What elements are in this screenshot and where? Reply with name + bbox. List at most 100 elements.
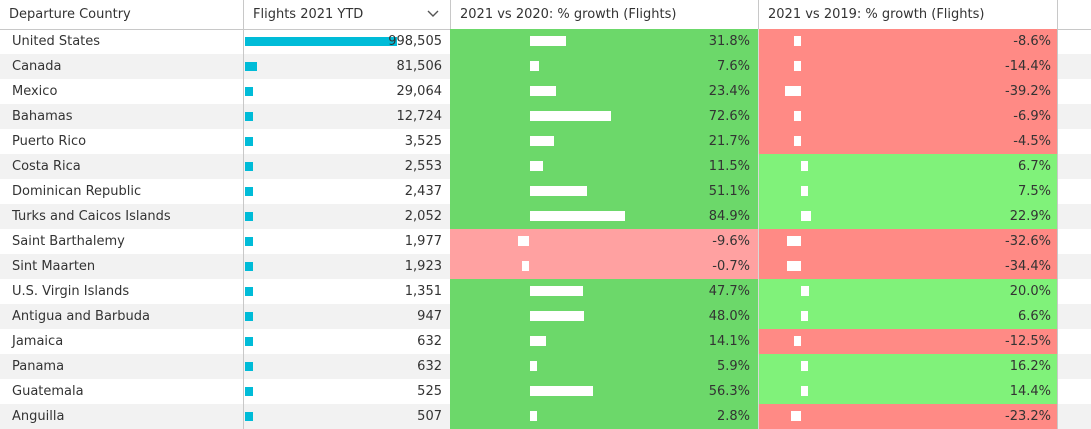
flights-cell: 632	[243, 354, 450, 379]
flights-bar	[245, 162, 253, 171]
growth-2020-value: 23.4%	[708, 84, 750, 99]
growth-2020-value: 7.6%	[716, 59, 750, 74]
growth-2020-value: 11.5%	[708, 159, 750, 174]
growth-2019-value: 20.0%	[1009, 284, 1051, 299]
growth-2019-cell: 14.4%	[758, 379, 1058, 404]
country-cell: Panama	[12, 359, 65, 374]
table-row[interactable]: Canada 81,506 7.6% -14.4%	[0, 54, 1091, 79]
growth-2019-cell: 16.2%	[758, 354, 1058, 379]
growth-2020-bar	[530, 386, 594, 396]
growth-2020-value: 21.7%	[708, 134, 750, 149]
table-row[interactable]: Sint Maarten 1,923 -0.7% -34.4%	[0, 254, 1091, 279]
growth-2020-bar	[522, 261, 529, 271]
growth-2019-cell: 7.5%	[758, 179, 1058, 204]
flights-bar	[245, 387, 253, 396]
country-cell: Bahamas	[12, 109, 73, 124]
growth-2019-bar	[801, 186, 808, 196]
growth-2019-cell: -34.4%	[758, 254, 1058, 279]
growth-2019-cell: 20.0%	[758, 279, 1058, 304]
column-header-growth-2019[interactable]: 2021 vs 2019: % growth (Flights)	[758, 0, 1058, 29]
growth-2019-cell: -23.2%	[758, 404, 1058, 429]
table-row[interactable]: Antigua and Barbuda 947 48.0% 6.6%	[0, 304, 1091, 329]
growth-2019-bar	[801, 161, 808, 171]
flights-value: 998,505	[388, 34, 442, 49]
flights-value: 1,977	[404, 234, 442, 249]
growth-2019-value: -14.4%	[1005, 59, 1051, 74]
growth-2020-cell: 23.4%	[450, 79, 758, 104]
growth-2020-value: 5.9%	[716, 359, 750, 374]
flights-value: 2,553	[404, 159, 442, 174]
flights-bar	[245, 112, 253, 121]
flights-bar	[245, 262, 253, 271]
column-header-country[interactable]: Departure Country	[9, 7, 131, 22]
table-row[interactable]: Bahamas 12,724 72.6% -6.9%	[0, 104, 1091, 129]
growth-2019-cell: -39.2%	[758, 79, 1058, 104]
flights-value: 12,724	[396, 109, 443, 124]
growth-2019-bar	[794, 336, 801, 346]
growth-2020-bar	[530, 161, 543, 171]
flights-cell: 12,724	[243, 104, 450, 129]
growth-2019-cell: 6.7%	[758, 154, 1058, 179]
flights-bar	[245, 187, 253, 196]
growth-2019-value: 22.9%	[1009, 209, 1051, 224]
country-cell: Anguilla	[12, 409, 65, 424]
growth-2019-value: -12.5%	[1005, 334, 1051, 349]
table-header: Departure Country Flights 2021 YTD 2021 …	[0, 0, 1091, 30]
flights-bar	[245, 412, 253, 421]
table-row[interactable]: Panama 632 5.9% 16.2%	[0, 354, 1091, 379]
growth-2020-bar	[530, 86, 557, 96]
chevron-down-icon[interactable]	[426, 0, 440, 29]
flights-bar	[245, 337, 253, 346]
growth-2019-bar	[787, 236, 801, 246]
growth-2020-value: 47.7%	[708, 284, 750, 299]
growth-2020-cell: 2.8%	[450, 404, 758, 429]
growth-2020-cell: 56.3%	[450, 379, 758, 404]
table-row[interactable]: Mexico 29,064 23.4% -39.2%	[0, 79, 1091, 104]
growth-2020-value: 48.0%	[708, 309, 750, 324]
growth-2019-bar	[794, 36, 801, 46]
table-row[interactable]: Guatemala 525 56.3% 14.4%	[0, 379, 1091, 404]
growth-2020-bar	[530, 361, 537, 371]
country-cell: Sint Maarten	[12, 259, 96, 274]
country-cell: Costa Rica	[12, 159, 81, 174]
column-header-growth-2020[interactable]: 2021 vs 2020: % growth (Flights)	[450, 0, 758, 29]
growth-2019-cell: -6.9%	[758, 104, 1058, 129]
growth-2020-value: 2.8%	[716, 409, 750, 424]
table-row[interactable]: Costa Rica 2,553 11.5% 6.7%	[0, 154, 1091, 179]
flights-cell: 81,506	[243, 54, 450, 79]
table-row[interactable]: United States 998,505 31.8% -8.6%	[0, 29, 1091, 54]
country-cell: Saint Barthalemy	[12, 234, 125, 249]
flights-cell: 29,064	[243, 79, 450, 104]
table-row[interactable]: U.S. Virgin Islands 1,351 47.7% 20.0%	[0, 279, 1091, 304]
flights-value: 29,064	[396, 84, 443, 99]
growth-2019-bar	[801, 286, 810, 296]
growth-2019-bar	[786, 261, 801, 271]
growth-2019-value: -23.2%	[1005, 409, 1051, 424]
growth-2020-cell: 31.8%	[450, 29, 758, 54]
country-cell: Mexico	[12, 84, 58, 99]
growth-2020-value: 72.6%	[708, 109, 750, 124]
flights-cell: 3,525	[243, 129, 450, 154]
country-cell: U.S. Virgin Islands	[12, 284, 130, 299]
growth-2019-value: -34.4%	[1005, 259, 1051, 274]
table-row[interactable]: Dominican Republic 2,437 51.1% 7.5%	[0, 179, 1091, 204]
flights-value: 1,351	[404, 284, 442, 299]
flights-value: 632	[417, 359, 442, 374]
growth-2020-cell: 47.7%	[450, 279, 758, 304]
column-header-flights[interactable]: Flights 2021 YTD	[243, 0, 450, 29]
growth-2020-value: 14.1%	[708, 334, 750, 349]
growth-2019-value: -32.6%	[1005, 234, 1051, 249]
flights-bar	[245, 37, 397, 46]
table-row[interactable]: Puerto Rico 3,525 21.7% -4.5%	[0, 129, 1091, 154]
growth-2020-cell: 7.6%	[450, 54, 758, 79]
table-row[interactable]: Anguilla 507 2.8% -23.2%	[0, 404, 1091, 429]
table-row[interactable]: Jamaica 632 14.1% -12.5%	[0, 329, 1091, 354]
flights-value: 947	[417, 309, 442, 324]
growth-2019-value: -39.2%	[1005, 84, 1051, 99]
flights-cell: 998,505	[243, 29, 450, 54]
table-row[interactable]: Saint Barthalemy 1,977 -9.6% -32.6%	[0, 229, 1091, 254]
table-row[interactable]: Turks and Caicos Islands 2,052 84.9% 22.9%	[0, 204, 1091, 229]
growth-2020-cell: 5.9%	[450, 354, 758, 379]
growth-2020-cell: -0.7%	[450, 254, 758, 279]
country-cell: Antigua and Barbuda	[12, 309, 150, 324]
